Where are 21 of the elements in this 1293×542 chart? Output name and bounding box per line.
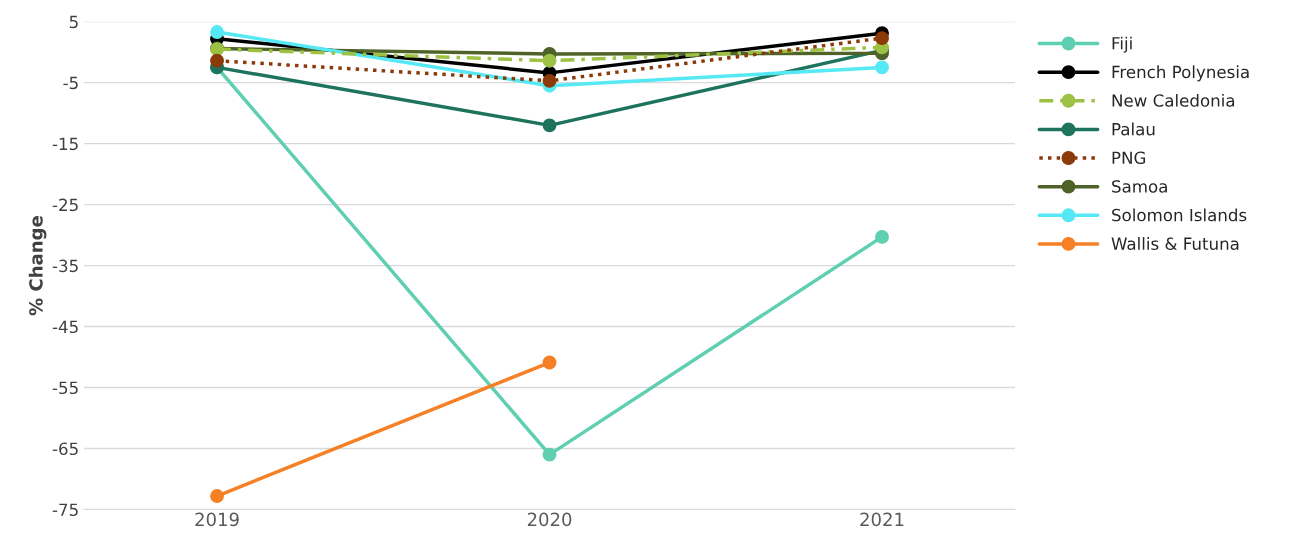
legend-label: French Polynesia (1112, 65, 1249, 82)
x-tick-label: 2019 (195, 512, 239, 527)
y-tick-label: -55 (52, 381, 78, 395)
y-tick-label: -75 (52, 503, 78, 517)
legend-label: Palau (1112, 122, 1155, 136)
y-axis-title: % Change (28, 216, 47, 316)
legend-label: Samoa (1112, 180, 1167, 193)
x-tick-label: 2020 (527, 512, 572, 527)
x-tick-label: 2021 (860, 512, 904, 527)
legend-label: New Caledonia (1112, 93, 1235, 107)
y-tick-label: 5 (69, 15, 78, 29)
legend-label: Wallis & Futuna (1111, 237, 1239, 250)
y-tick-label: -65 (52, 442, 78, 456)
y-tick-label: -15 (52, 137, 78, 151)
y-tick-label: -5 (63, 76, 78, 90)
y-tick-label: -35 (52, 259, 78, 273)
y-tick-label: -45 (52, 320, 78, 334)
legend-label: Solomon Islands (1112, 208, 1247, 222)
y-tick-label: -25 (52, 198, 78, 212)
legend-label: Fiji (1112, 36, 1132, 53)
legend-label: PNG (1112, 151, 1146, 165)
